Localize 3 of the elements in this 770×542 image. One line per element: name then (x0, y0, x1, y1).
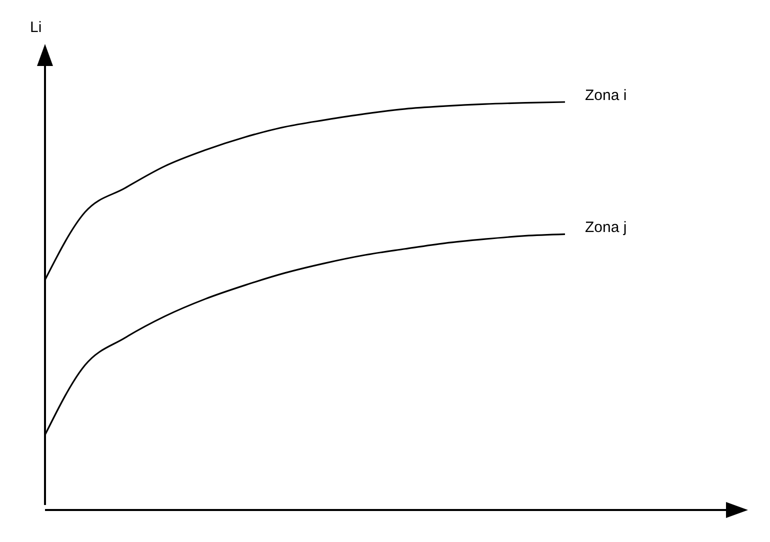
series-label: Zona i (585, 87, 627, 104)
series-label: Zona j (585, 219, 627, 236)
y-axis-title: Li (30, 19, 42, 36)
